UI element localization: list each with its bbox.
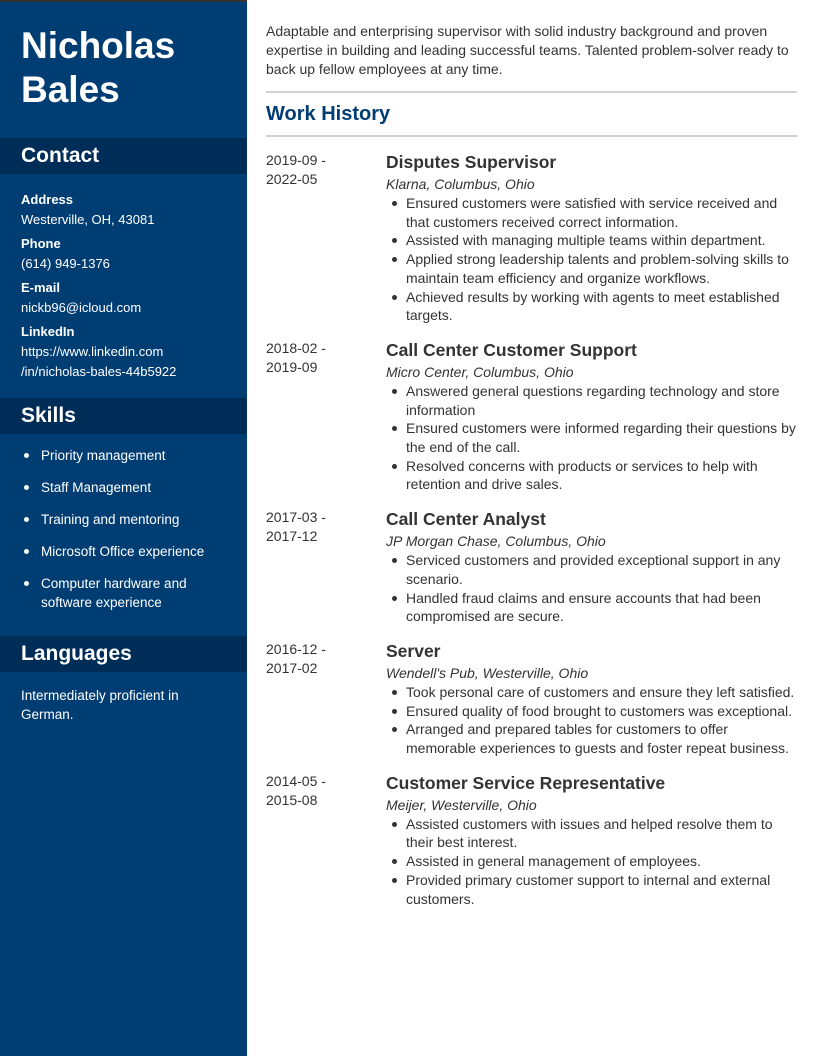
job-bullet: Handled fraud claims and ensure accounts… [386, 589, 797, 626]
job-bullet: Assisted customers with issues and helpe… [386, 815, 797, 852]
job-entry: 2014-05 - 2015-08 Customer Service Repres… [266, 772, 797, 909]
job-company: Micro Center, Columbus, Ohio [386, 363, 574, 380]
skill-item: Staff Management [21, 478, 236, 497]
address-value: Westerville, OH, 43081 [21, 212, 155, 227]
job-company: Wendell's Pub, Westerville, Ohio [386, 664, 589, 681]
skill-item: Computer hardware and software experienc… [21, 574, 211, 612]
job-body: Disputes Supervisor Klarna, Columbus, Ohi… [386, 151, 797, 325]
email-label: E-mail [21, 280, 61, 295]
job-entry: 2016-12 - 2017-02 Server Wendell's Pub, We… [266, 640, 797, 758]
job-body: Server Wendell's Pub, Westerville, Ohio To… [386, 640, 797, 758]
job-dates: 2017-03 - 2017-12 [266, 509, 326, 545]
job-entry: 2017-03 - 2017-12 Call Center Analyst JP M… [266, 508, 797, 626]
job-dates: 2016-12 - 2017-02 [266, 640, 326, 676]
job-bullet: Provided primary customer support to int… [386, 871, 797, 908]
job-bullets: Took personal care of customers and ensu… [386, 683, 797, 758]
candidate-name: Nicholas Bales [21, 24, 175, 112]
job-bullet: Took personal care of customers and ensu… [386, 683, 797, 702]
job-body: Customer Service Representative Meijer, W… [386, 772, 797, 909]
phone-label: Phone [21, 236, 61, 251]
job-bullet: Assisted with managing multiple teams wi… [386, 231, 797, 250]
job-bullet: Ensured customers were informed regardin… [386, 419, 797, 456]
job-dates: 2014-05 - 2015-08 [266, 772, 326, 808]
job-company: JP Morgan Chase, Columbus, Ohio [386, 533, 606, 550]
job-entry: 2019-09 - 2022-05 Disputes Supervisor Klar… [266, 151, 797, 325]
linkedin-link[interactable]: https://www.linkedin.com /in/nicholas-ba… [21, 344, 177, 379]
main-content: Adaptable and enterprising supervisor wi… [266, 22, 797, 908]
work-history-heading: Work History [266, 103, 391, 125]
skills-list: Priority management Staff Management Tra… [21, 446, 236, 625]
address-label: Address [21, 192, 74, 207]
job-body: Call Center Customer Support Micro Center… [386, 339, 797, 494]
jobs-list: 2019-09 - 2022-05 Disputes Supervisor Klar… [266, 151, 797, 908]
skills-heading: Skills [0, 398, 247, 434]
job-dates: 2018-02 - 2019-09 [266, 339, 326, 375]
job-company: Meijer, Westerville, Ohio [386, 796, 537, 813]
linkedin-label: LinkedIn [21, 324, 75, 339]
job-title: Server [386, 640, 441, 661]
job-bullets: Assisted customers with issues and helpe… [386, 815, 797, 909]
job-body: Call Center Analyst JP Morgan Chase, Colu… [386, 508, 797, 626]
job-bullet: Applied strong leadership talents and pr… [386, 250, 797, 287]
phone-value: (614) 949-1376 [21, 256, 110, 271]
job-bullets: Serviced customers and provided exceptio… [386, 551, 797, 626]
job-bullet: Resolved concerns with products or servi… [386, 457, 797, 494]
job-bullet: Arranged and prepared tables for custome… [386, 720, 797, 757]
job-dates: 2019-09 - 2022-05 [266, 152, 326, 187]
job-bullet: Achieved results by working with agents … [386, 288, 797, 325]
skill-item: Microsoft Office experience [21, 542, 236, 561]
job-title: Call Center Customer Support [386, 339, 637, 360]
job-entry: 2018-02 - 2019-09 Call Center Customer Su… [266, 339, 797, 494]
last-name: Bales [21, 69, 120, 110]
contact-heading: Contact [0, 138, 247, 174]
skill-item: Priority management [21, 446, 236, 465]
job-bullets: Answered general questions regarding tec… [386, 382, 797, 494]
skill-item: Training and mentoring [21, 510, 236, 529]
job-bullet: Serviced customers and provided exceptio… [386, 551, 797, 588]
job-bullet: Answered general questions regarding tec… [386, 382, 797, 419]
sidebar: Nicholas Bales Contact Address Westervil… [0, 0, 247, 1056]
contact-section: Address Westerville, OH, 43081 Phone (61… [21, 186, 236, 382]
summary: Adaptable and enterprising supervisor wi… [266, 23, 789, 77]
first-name: Nicholas [21, 25, 176, 66]
email-value: nickb96@icloud.com [21, 300, 142, 315]
job-bullet: Ensured customers were satisfied with se… [386, 194, 797, 231]
divider [266, 91, 797, 93]
job-bullet: Assisted in general management of employ… [386, 852, 797, 871]
job-title: Customer Service Representative [386, 772, 666, 793]
divider [266, 135, 797, 137]
job-bullets: Ensured customers were satisfied with se… [386, 194, 797, 325]
languages-text: Intermediately proficient in German. [21, 688, 179, 722]
languages-heading: Languages [0, 636, 247, 672]
job-title: Call Center Analyst [386, 509, 546, 530]
job-title: Disputes Supervisor [386, 152, 557, 172]
job-company: Klarna, Columbus, Ohio [386, 176, 535, 192]
job-bullet: Ensured quality of food brought to custo… [386, 702, 797, 721]
